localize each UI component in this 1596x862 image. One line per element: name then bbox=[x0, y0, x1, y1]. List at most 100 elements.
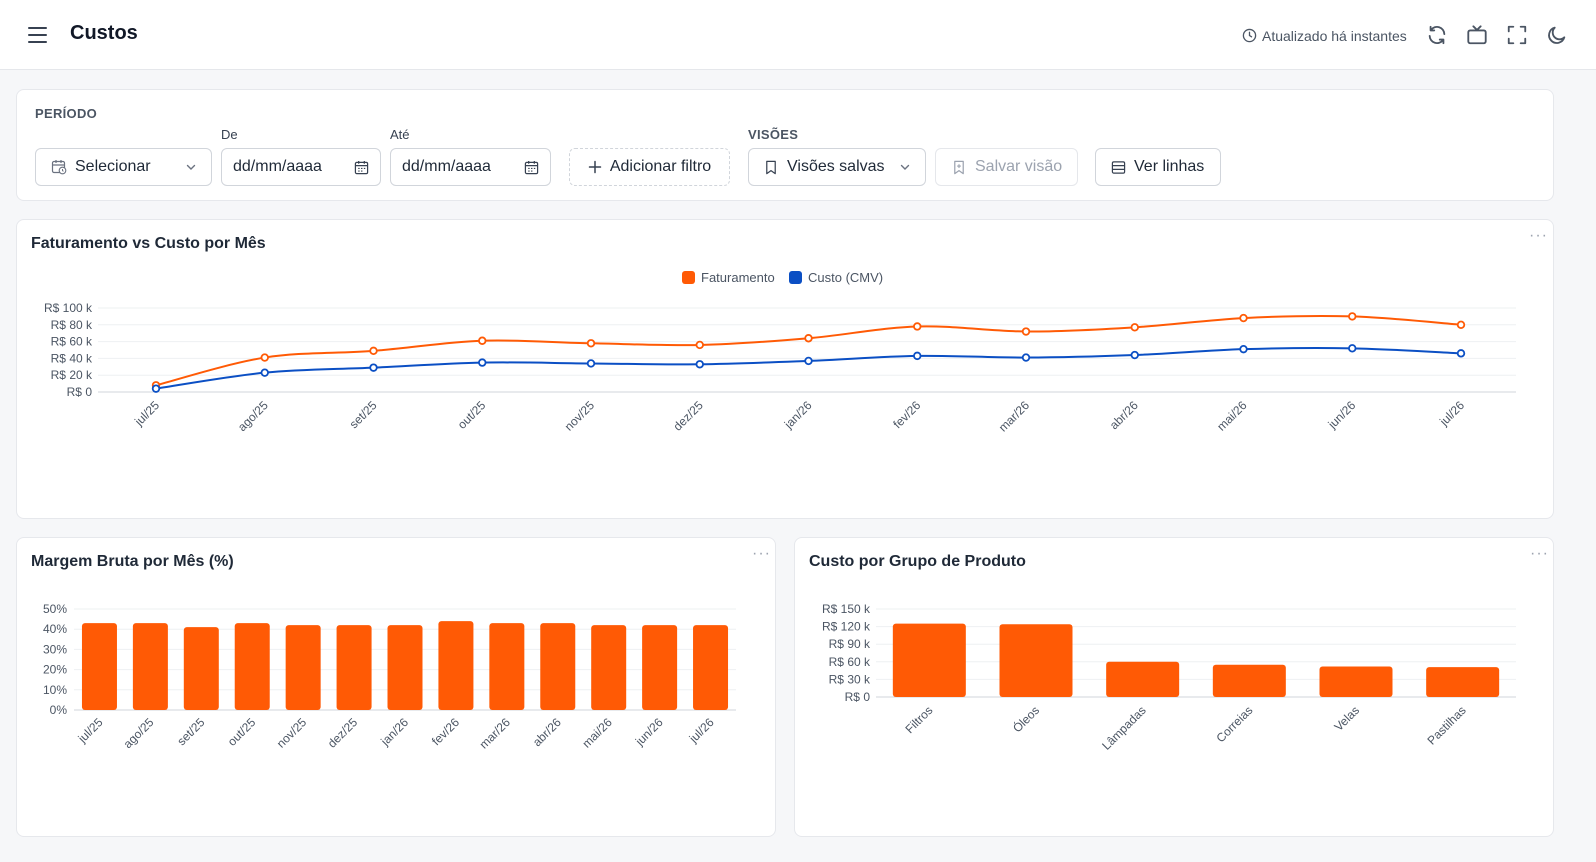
bar bbox=[1212, 664, 1286, 697]
fullscreen-icon[interactable] bbox=[1506, 24, 1528, 46]
x-tick-label: Velas bbox=[1331, 703, 1362, 734]
data-point bbox=[369, 346, 378, 356]
to-label: Até bbox=[390, 127, 410, 142]
data-point bbox=[586, 339, 596, 348]
data-point bbox=[1456, 349, 1466, 358]
x-tick-label: jul/25 bbox=[75, 715, 106, 746]
x-tick-label: out/25 bbox=[455, 398, 489, 432]
refresh-icon[interactable] bbox=[1426, 24, 1448, 46]
calendar-icon[interactable] bbox=[354, 160, 369, 175]
menu-icon[interactable] bbox=[24, 22, 50, 48]
data-point bbox=[260, 368, 269, 377]
y-tick-label: R$ 120 k bbox=[822, 620, 871, 634]
more-options-icon[interactable]: ··· bbox=[1530, 545, 1549, 562]
data-point bbox=[151, 384, 161, 393]
saved-views-select[interactable]: Visões salvas bbox=[748, 148, 926, 186]
x-tick-label: jul/26 bbox=[686, 715, 717, 746]
period-select[interactable]: Selecionar bbox=[35, 148, 212, 186]
x-tick-label: dez/25 bbox=[325, 715, 361, 751]
bar bbox=[1319, 666, 1393, 697]
page-title: Custos bbox=[70, 22, 138, 44]
data-point bbox=[478, 358, 487, 367]
updated-status: Atualizado há instantes bbox=[1262, 28, 1407, 44]
calendar-clock-icon bbox=[51, 160, 67, 175]
to-date-input[interactable]: dd/mm/aaaa bbox=[390, 148, 551, 186]
add-filter-label: Adicionar filtro bbox=[609, 158, 712, 175]
from-label: De bbox=[221, 127, 238, 142]
tv-icon[interactable] bbox=[1466, 24, 1488, 46]
bar bbox=[438, 621, 474, 710]
x-tick-label: jun/26 bbox=[1325, 398, 1359, 432]
data-point bbox=[1130, 323, 1139, 332]
x-tick-label: fev/26 bbox=[429, 715, 462, 748]
bar bbox=[999, 624, 1073, 697]
y-tick-label: R$ 60 k bbox=[829, 655, 871, 669]
x-tick-label: fev/26 bbox=[890, 398, 923, 431]
x-tick-label: Lâmpadas bbox=[1099, 703, 1149, 753]
y-tick-label: 10% bbox=[43, 683, 67, 697]
x-tick-label: out/25 bbox=[225, 715, 259, 749]
bar bbox=[336, 625, 372, 710]
x-tick-label: jan/26 bbox=[377, 715, 411, 749]
chevron-down-icon bbox=[186, 164, 196, 170]
more-options-icon[interactable]: ··· bbox=[752, 545, 771, 562]
plus-icon bbox=[588, 160, 602, 174]
data-point bbox=[1239, 313, 1248, 323]
legend-label: Faturamento bbox=[701, 270, 775, 285]
y-tick-label: R$ 60 k bbox=[51, 335, 93, 349]
x-tick-label: jul/25 bbox=[131, 398, 162, 429]
margin-chart-title: Margem Bruta por Mês (%) bbox=[31, 553, 234, 570]
line-chart: R$ 0 R$ 20 k R$ 40 k R$ 60 k R$ 80 k R$ 100 k… bbox=[44, 270, 1516, 435]
period-select-value: Selecionar bbox=[75, 158, 151, 175]
calendar-icon[interactable] bbox=[524, 160, 539, 175]
data-point bbox=[804, 356, 813, 366]
add-filter-button[interactable]: Adicionar filtro bbox=[569, 148, 730, 186]
line-chart-card: Faturamento vs Custo por Mês ··· bbox=[16, 219, 1554, 519]
data-point bbox=[260, 353, 269, 362]
moon-icon[interactable] bbox=[1546, 24, 1568, 46]
y-tick-label: R$ 150 k bbox=[822, 602, 871, 616]
data-point bbox=[1239, 344, 1248, 354]
margin-chart: 0% 10% 20% 30% 40% 50% jul/25 ago/25 set/25 out/2… bbox=[43, 602, 736, 752]
bar bbox=[387, 625, 423, 710]
x-tick-label: abr/26 bbox=[530, 715, 564, 749]
x-tick-label: nov/25 bbox=[274, 715, 310, 751]
y-tick-label: R$ 0 bbox=[67, 385, 93, 399]
bar bbox=[234, 623, 270, 710]
bar bbox=[693, 625, 729, 710]
y-tick-label: R$ 90 k bbox=[829, 637, 871, 651]
filter-card: PERÍODO De Até VISÕES Selecionar dd/mm/a… bbox=[16, 89, 1554, 201]
saved-views-label: Visões salvas bbox=[787, 158, 885, 175]
views-label: VISÕES bbox=[748, 127, 799, 142]
bar bbox=[285, 625, 321, 710]
bar bbox=[892, 623, 966, 697]
bookmark-plus-icon bbox=[954, 160, 964, 174]
data-point bbox=[586, 359, 596, 368]
see-rows-button[interactable]: Ver linhas bbox=[1095, 148, 1221, 186]
data-point bbox=[804, 334, 813, 343]
x-tick-label: mar/26 bbox=[477, 715, 514, 752]
save-view-label: Salvar visão bbox=[975, 158, 1063, 175]
data-point bbox=[1021, 327, 1031, 336]
clock-icon bbox=[1242, 28, 1257, 43]
from-date-input[interactable]: dd/mm/aaaa bbox=[221, 148, 381, 186]
y-tick-label: 40% bbox=[43, 622, 67, 636]
x-tick-label: set/25 bbox=[174, 715, 207, 748]
x-tick-label: ago/25 bbox=[235, 398, 271, 434]
to-date-value: dd/mm/aaaa bbox=[402, 158, 491, 175]
save-view-button[interactable]: Salvar visão bbox=[935, 148, 1078, 186]
x-tick-label: abr/26 bbox=[1107, 398, 1141, 432]
bar bbox=[81, 623, 117, 710]
x-tick-label: Correias bbox=[1213, 703, 1255, 745]
y-tick-label: 30% bbox=[43, 642, 67, 656]
x-tick-label: set/25 bbox=[347, 398, 380, 431]
data-point bbox=[369, 363, 378, 372]
more-options-icon[interactable]: ··· bbox=[1529, 227, 1548, 244]
x-tick-label: jan/26 bbox=[781, 398, 815, 432]
legend-label: Custo (CMV) bbox=[808, 270, 883, 285]
x-tick-label: Óleos bbox=[1009, 703, 1042, 736]
y-tick-label: R$ 20 k bbox=[51, 368, 93, 382]
data-point bbox=[1456, 320, 1466, 329]
top-bar: Custos Atualizado há instantes bbox=[0, 0, 1596, 70]
y-tick-label: R$ 40 k bbox=[51, 351, 93, 365]
